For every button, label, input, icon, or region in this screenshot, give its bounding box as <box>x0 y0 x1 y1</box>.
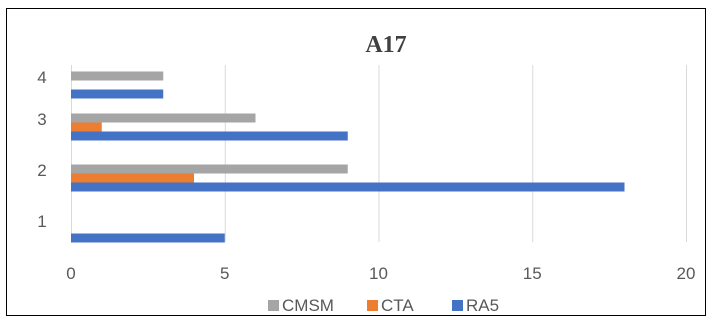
x-tick-label: 10 <box>369 264 388 283</box>
x-tick-label: 15 <box>523 264 542 283</box>
legend-swatch-cta <box>367 300 378 311</box>
x-tick-label: 20 <box>677 264 696 283</box>
y-axis-ticks: 1 2 3 4 <box>37 68 46 231</box>
bar-cmsm-category-2 <box>71 164 348 174</box>
y-tick-label: 3 <box>37 110 46 129</box>
legend-swatch-cmsm <box>268 300 279 311</box>
legend-label-cta: CTA <box>381 296 414 315</box>
chart-frame <box>6 8 706 316</box>
bar-cmsm-category-3 <box>71 113 256 123</box>
bar-ra5-category-1 <box>71 233 225 243</box>
bar-cta-category-2 <box>71 173 194 183</box>
x-tick-label: 5 <box>220 264 229 283</box>
bar-ra5-category-2 <box>71 182 625 192</box>
x-axis-ticks: 0 5 10 15 20 <box>66 264 695 283</box>
bar-cta-category-3 <box>71 122 102 132</box>
legend-label-cmsm: CMSM <box>282 296 334 315</box>
legend-label-ra5: RA5 <box>466 296 499 315</box>
legend-swatch-ra5 <box>452 300 463 311</box>
chart-title: A17 <box>365 32 406 58</box>
legend: CMSM CTA RA5 <box>268 296 499 315</box>
x-tick-label: 0 <box>66 264 75 283</box>
bar-ra5-category-3 <box>71 131 348 141</box>
y-tick-label: 4 <box>37 68 46 87</box>
bar-cmsm-category-4 <box>71 71 164 81</box>
bar-ra5-category-4 <box>71 89 164 99</box>
bars <box>71 71 625 243</box>
y-tick-label: 1 <box>37 212 46 231</box>
y-tick-label: 2 <box>37 161 46 180</box>
gridlines <box>71 65 687 242</box>
